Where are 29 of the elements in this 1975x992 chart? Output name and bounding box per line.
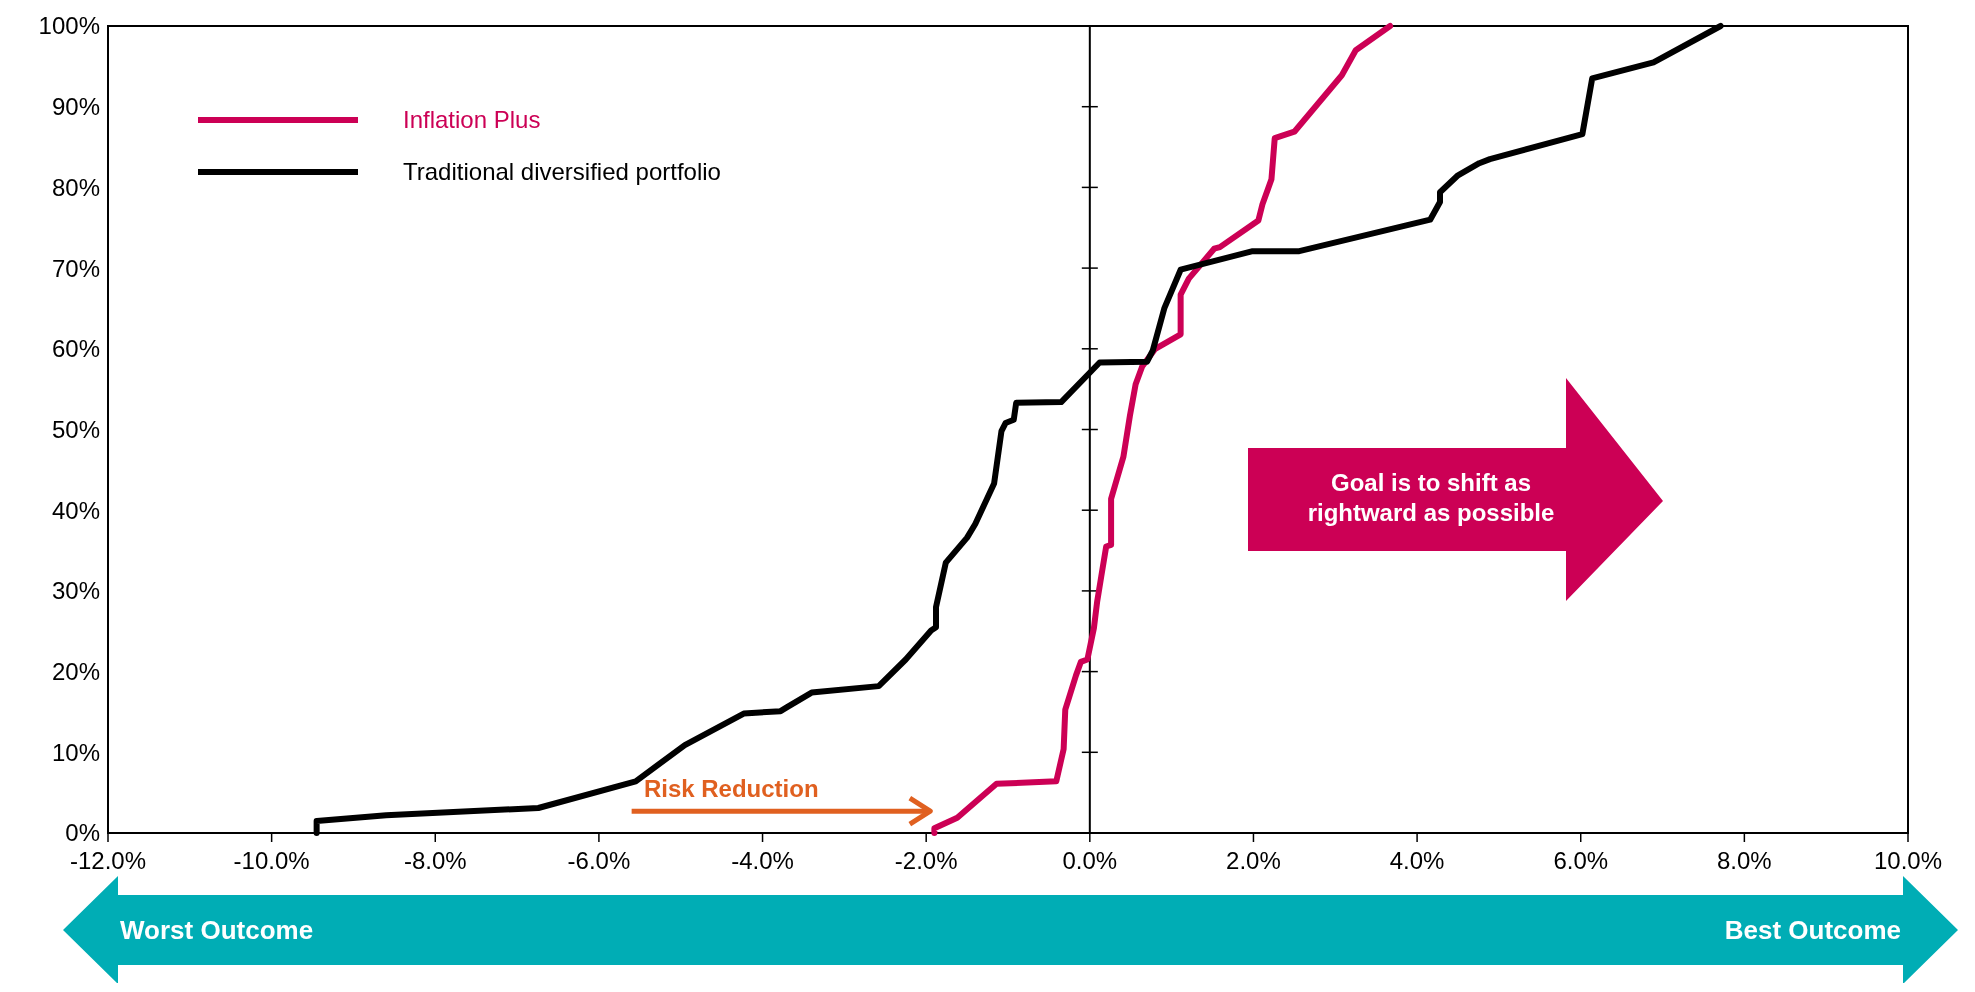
x-tick-label: -6.0%: [567, 847, 631, 874]
y-tick-label: 0%: [65, 819, 100, 847]
annotation: Risk Reduction: [643, 775, 819, 803]
x-tick-label: 10.0%: [1873, 847, 1943, 874]
x-tick-label: -8.0%: [403, 847, 467, 874]
text: Traditional diversified portfolio: [403, 158, 721, 186]
y-tick-label: 40%: [51, 496, 100, 524]
annotation: Goal is to shift as rightward as possible: [1307, 469, 1555, 526]
x-tick-label: 4.0%: [1389, 847, 1445, 874]
x-tick-label: -10.0%: [233, 847, 310, 874]
y-tick-label: 50%: [51, 415, 100, 443]
y-tick-label: 60%: [51, 335, 100, 363]
y-tick-label: 70%: [51, 254, 100, 282]
text: Worst Outcome: [120, 915, 314, 945]
y-tick-label: 90%: [51, 93, 100, 121]
x-tick-label: -12.0%: [69, 847, 147, 874]
x-tick-label: 6.0%: [1553, 847, 1609, 874]
y-tick-label: 10%: [51, 738, 100, 766]
x-tick-label: -2.0%: [894, 847, 958, 874]
x-tick-label: 2.0%: [1226, 847, 1281, 874]
y-tick-label: 20%: [51, 658, 100, 685]
text: Inflation Plus: [403, 106, 541, 134]
y-tick-label: 100%: [38, 12, 100, 40]
y-tick-label: 80%: [51, 173, 100, 201]
y-tick-label: 30%: [51, 577, 100, 605]
x-tick-label: -4.0%: [731, 847, 794, 874]
x-tick-label: 0.0%: [1062, 847, 1118, 874]
x-tick-label: 8.0%: [1717, 847, 1772, 874]
text: Best Outcome: [1724, 915, 1901, 945]
